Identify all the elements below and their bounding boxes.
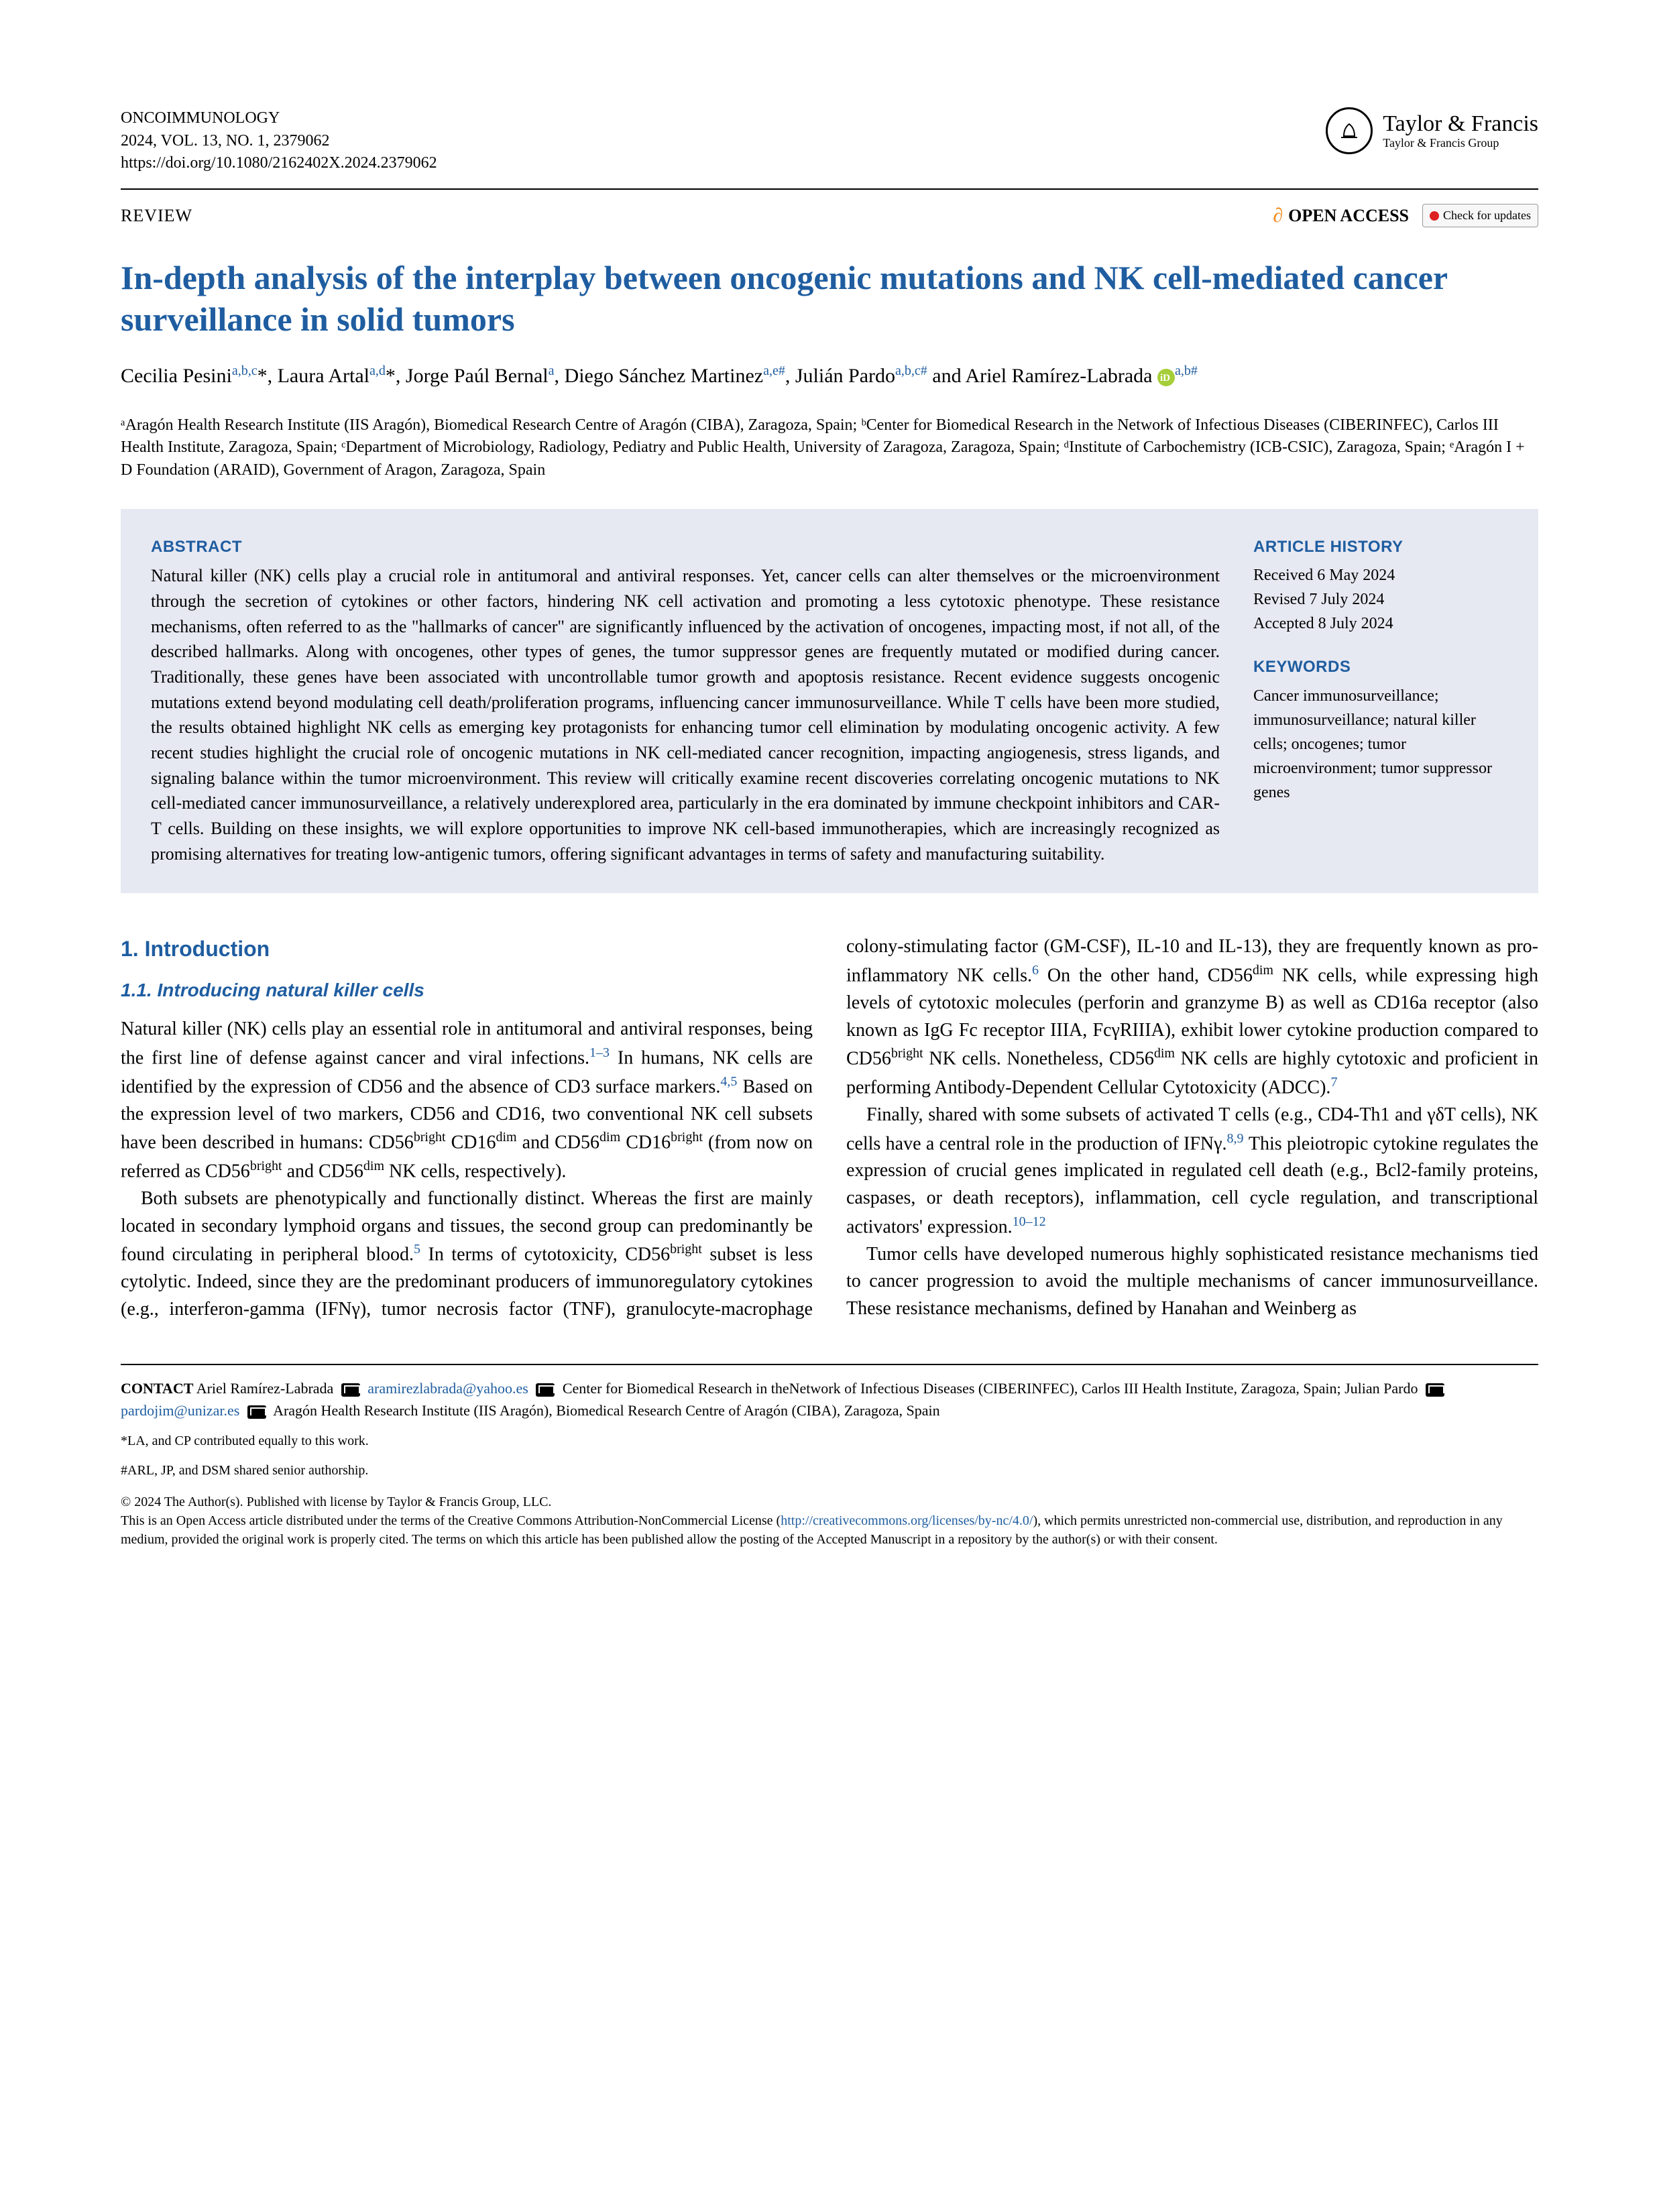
citation-link[interactable]: 7 <box>1330 1075 1337 1090</box>
body-text: 1. Introduction 1.1. Introducing natural… <box>121 933 1538 1323</box>
citation-link[interactable]: 5 <box>414 1242 420 1257</box>
article-type-row: REVIEW ∂ OPEN ACCESS Check for updates <box>121 202 1538 230</box>
email-link[interactable]: aramirezlabrada@yahoo.es <box>367 1380 528 1397</box>
lamp-icon <box>1326 107 1373 154</box>
affiliations: ᵃAragón Health Research Institute (IIS A… <box>121 414 1538 482</box>
citation-link[interactable]: 4,5 <box>720 1074 737 1089</box>
email-link[interactable]: pardojim@unizar.es <box>121 1402 239 1419</box>
article-title: In-depth analysis of the interplay betwe… <box>121 257 1538 341</box>
paragraph: Natural killer (NK) cells play an essent… <box>121 1016 813 1185</box>
citation-link[interactable]: 1–3 <box>589 1045 610 1060</box>
history-received: Received 6 May 2024 <box>1253 563 1508 587</box>
footer: CONTACT Ariel Ramírez-Labrada aramirezla… <box>121 1364 1538 1549</box>
publisher-logo: Taylor & Francis Taylor & Francis Group <box>1326 107 1538 154</box>
license-link[interactable]: http://creativecommons.org/licenses/by-n… <box>781 1513 1033 1528</box>
doi-link[interactable]: https://doi.org/10.1080/2162402X.2024.23… <box>121 152 437 175</box>
publisher-name: Taylor & Francis <box>1383 111 1538 136</box>
history-revised: Revised 7 July 2024 <box>1253 587 1508 612</box>
citation-link[interactable]: 8,9 <box>1227 1131 1244 1146</box>
crossmark-icon <box>1430 211 1439 221</box>
citation-link[interactable]: 6 <box>1032 963 1039 978</box>
copyright: © 2024 The Author(s). Published with lic… <box>121 1493 1538 1549</box>
review-label: REVIEW <box>121 204 192 228</box>
publisher-group: Taylor & Francis Group <box>1383 137 1538 150</box>
subsection-heading: 1.1. Introducing natural killer cells <box>121 977 813 1004</box>
journal-name: ONCOIMMUNOLOGY <box>121 107 437 130</box>
abstract-heading: ABSTRACT <box>151 536 1220 559</box>
abstract-panel: ABSTRACT Natural killer (NK) cells play … <box>121 509 1538 894</box>
citation-link[interactable]: 10–12 <box>1013 1214 1046 1229</box>
envelope-icon <box>341 1383 360 1397</box>
author-note: #ARL, JP, and DSM shared senior authorsh… <box>121 1460 1538 1480</box>
divider <box>121 188 1538 190</box>
paragraph: Tumor cells have developed numerous high… <box>846 1241 1538 1323</box>
open-access-badge: ∂ OPEN ACCESS <box>1273 202 1409 230</box>
history-heading: ARTICLE HISTORY <box>1253 536 1508 559</box>
check-updates-button[interactable]: Check for updates <box>1422 204 1538 227</box>
header: ONCOIMMUNOLOGY 2024, VOL. 13, NO. 1, 237… <box>121 107 1538 175</box>
open-lock-icon: ∂ <box>1273 202 1283 230</box>
journal-info: ONCOIMMUNOLOGY 2024, VOL. 13, NO. 1, 237… <box>121 107 437 175</box>
keywords-heading: KEYWORDS <box>1253 656 1508 679</box>
envelope-icon <box>1426 1383 1444 1397</box>
envelope-icon <box>536 1383 555 1397</box>
envelope-icon <box>247 1405 266 1419</box>
author-note: *LA, and CP contributed equally to this … <box>121 1431 1538 1451</box>
contact-info: CONTACT Ariel Ramírez-Labrada aramirezla… <box>121 1377 1538 1421</box>
paragraph: Finally, shared with some subsets of act… <box>846 1102 1538 1241</box>
citation-line: 2024, VOL. 13, NO. 1, 2379062 <box>121 130 437 153</box>
keywords-text: Cancer immunosurveillance; immunosurveil… <box>1253 684 1508 805</box>
author-list: Cecilia Pesinia,b,c*, Laura Artala,d*, J… <box>121 361 1538 391</box>
section-heading: 1. Introduction <box>121 933 813 964</box>
history-accepted: Accepted 8 July 2024 <box>1253 612 1508 636</box>
abstract-text: Natural killer (NK) cells play a crucial… <box>151 563 1220 866</box>
